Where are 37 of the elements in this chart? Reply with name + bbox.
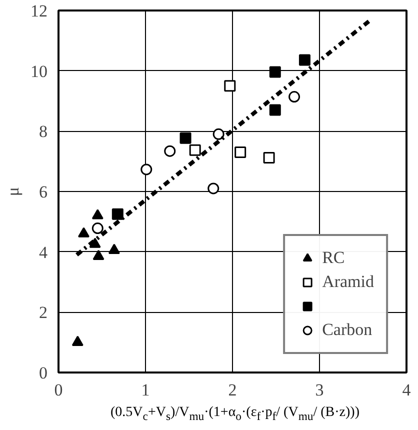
point — [92, 250, 104, 260]
point — [164, 145, 176, 157]
legend-label: Carbon — [322, 320, 372, 340]
point — [92, 222, 104, 234]
legend-label: Aramid — [322, 272, 374, 292]
point — [140, 164, 152, 176]
x-tick-label: 3 — [315, 380, 324, 400]
y-axis-title: μ — [4, 186, 22, 196]
point — [263, 152, 275, 164]
y-tick-label: 10 — [30, 62, 48, 81]
point — [92, 209, 104, 220]
point — [112, 208, 124, 220]
y-tick-label: 2 — [39, 303, 48, 322]
point — [224, 80, 236, 92]
y-tick-label: 6 — [39, 182, 48, 202]
point — [269, 66, 281, 78]
point — [298, 54, 310, 66]
x-tick-label: 4 — [402, 380, 412, 400]
point — [72, 336, 84, 346]
y-tick-label: 0 — [39, 364, 48, 382]
x-tick-label: 1 — [141, 380, 150, 400]
point — [180, 132, 192, 144]
x-tick-label: 0 — [54, 380, 63, 400]
point — [78, 227, 90, 238]
y-tick-label: 4 — [39, 242, 48, 262]
point — [212, 128, 224, 140]
text: (0.5V$_{c}$+V$_{s}$)/V$_{mu}$·(1+α$_{o}$·(ε$_{f}$·p$_{f}$/ (V$_{mu}$/ (B·z))) — [110, 405, 360, 423]
y-tick-label: 8 — [39, 122, 48, 142]
point — [189, 144, 201, 156]
x-tick-label: 2 — [228, 380, 237, 400]
point — [269, 104, 281, 116]
point — [234, 146, 246, 158]
point — [208, 182, 220, 194]
point — [288, 91, 300, 103]
y-tick-label: 12 — [30, 2, 48, 20]
point — [108, 244, 120, 254]
legend-label: RC — [322, 248, 345, 268]
